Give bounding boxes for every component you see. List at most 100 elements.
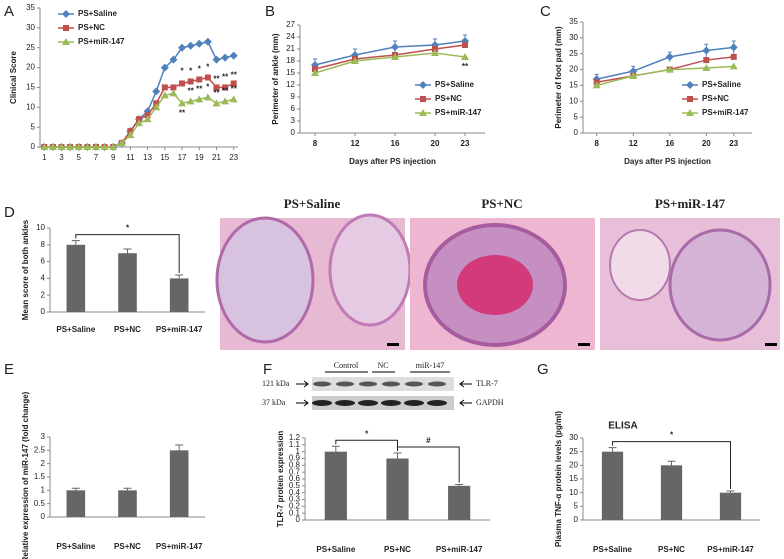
y-tick-label: 0.8 [289,460,301,469]
bar [66,244,86,312]
panel-label: D [4,204,15,221]
marker [702,63,711,71]
panel-label: C [540,3,551,20]
annotation: ** [231,85,238,94]
y-tick-label: 2.5 [34,445,46,454]
bar [660,465,683,520]
band [404,400,424,406]
x-tick-label: 20 [431,139,440,148]
annotation: ** [213,75,220,84]
marker [169,55,178,64]
x-tick-label: 8 [594,139,599,148]
marker [143,115,152,123]
marker [229,95,238,103]
y-tick-label: 3 [291,116,296,125]
x-tick-label: PS+miR-147 [156,542,203,551]
marker [222,84,229,91]
marker [40,143,49,150]
marker [703,57,710,64]
image-title: PS+miR-147 [655,196,726,211]
y-tick-label: 0 [296,515,301,524]
y-tick-label: 0.1 [289,508,301,517]
marker [665,52,674,61]
x-tick-label: PS+Saline [56,542,95,551]
marker [187,78,194,85]
error-bar [123,248,132,254]
panel-label: G [537,361,549,378]
tissue [668,228,772,342]
band [358,400,378,406]
marker [169,89,178,97]
y-tick-label: 20 [26,63,35,72]
y-tick-label: 0 [574,515,579,524]
significance-bracket [397,446,460,483]
band [428,381,446,387]
annotation: ** [222,87,229,96]
y-tick-label: 0 [41,307,46,316]
marker [686,81,694,89]
band [312,400,332,406]
x-tick-label: PS+miR-147 [436,545,483,554]
marker [109,143,118,150]
marker [196,76,203,83]
y-axis-title: Plasma TNF-α protein levels (pg/ml) [554,411,563,547]
y-tick-label: 0.4 [289,488,301,497]
y-tick-label: 5 [31,122,36,131]
y-axis-title: Perimeter of foot pad (mm) [554,26,563,129]
x-tick-label: PS+NC [114,325,141,334]
bar [448,485,471,520]
annotation: * [206,63,210,72]
marker [203,37,212,46]
x-tick-label: PS+NC [384,545,411,554]
y-tick-label: 15 [26,83,35,92]
marker [48,143,57,150]
y-tick-label: 12 [286,80,295,89]
marker [686,109,694,116]
panel-label: F [263,361,272,378]
x-tick-label: 23 [461,139,470,148]
y-tick-label: 0 [574,128,579,137]
panel-label: A [4,3,14,20]
legend-label: PS+NC [702,94,729,103]
y-tick-label: 27 [286,20,295,29]
annotation: ** [222,73,229,82]
legend-label: PS+NC [435,94,462,103]
error-bar [455,483,464,486]
scale-bar [387,343,399,346]
marker [729,43,738,52]
y-tick-label: 0.9 [289,454,301,463]
y-tick-label: 0.5 [289,481,301,490]
y-tick-label: 10 [569,96,578,105]
y-tick-label: 5 [574,501,579,510]
y-tick-label: 4 [41,274,46,283]
y-tick-label: 1.2 [289,433,301,442]
size-label: 37 kDa [262,398,286,407]
y-tick-label: 0.6 [289,474,301,483]
bar [118,253,137,312]
marker [221,53,230,62]
significance-bracket [335,439,398,452]
y-tick-label: 10 [36,223,45,232]
marker [391,53,399,60]
error-bar [71,240,80,245]
x-tick-label: 9 [111,153,116,162]
scale-bar [578,343,590,346]
y-tick-label: 35 [569,17,578,26]
tissue [328,213,412,327]
y-tick-label: 35 [26,3,35,12]
marker [62,38,70,45]
x-tick-label: PS+Saline [593,545,632,554]
x-tick-label: 1 [42,153,47,162]
bar [324,451,347,520]
marker [391,43,399,51]
marker [195,95,204,103]
y-tick-label: 0.5 [34,499,46,508]
x-tick-label: 20 [702,139,711,148]
marker [592,81,601,89]
marker [204,74,211,81]
y-tick-label: 15 [286,68,295,77]
band [427,400,447,406]
error-bar [331,445,340,452]
marker [91,143,100,150]
x-tick-label: 23 [729,139,738,148]
